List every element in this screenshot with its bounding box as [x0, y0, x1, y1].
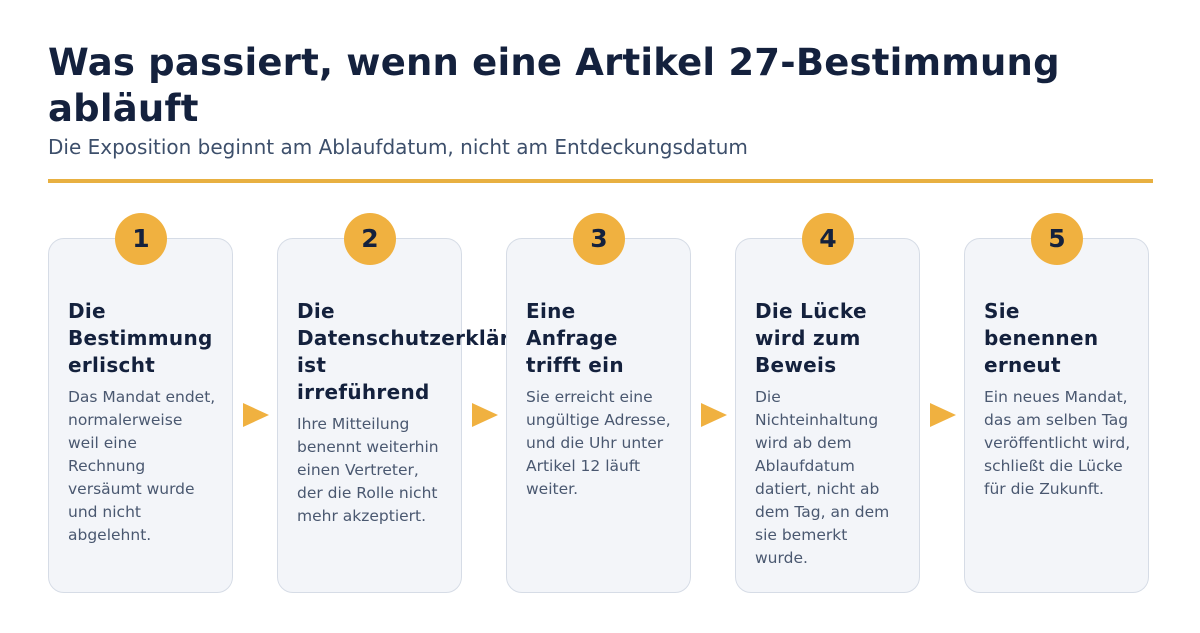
step-description: Sie erreicht eine ungültige Adresse, und…	[526, 388, 671, 498]
step-number-badge: 1	[115, 213, 167, 265]
step-card-5: 5 Sie benennen erneut Ein neues Mandat, …	[964, 213, 1149, 593]
step-number-badge: 4	[802, 213, 854, 265]
arrow-right-icon	[701, 403, 727, 427]
page-subtitle: Die Exposition beginnt am Ablaufdatum, n…	[48, 135, 748, 159]
step-title: Eine Anfrage trifft ein	[526, 299, 624, 377]
step-card-4: 4 Die Lücke wird zum Beweis Die Nichtein…	[735, 213, 920, 593]
arrow-right-icon	[243, 403, 269, 427]
page-title: Was passiert, wenn eine Artikel 27-Besti…	[48, 41, 1060, 130]
step-title: Die Bestimmung erlischt	[68, 299, 213, 377]
step-number-badge: 2	[344, 213, 396, 265]
step-title: Die Lücke wird zum Beweis	[755, 299, 867, 377]
arrow-right-icon	[930, 403, 956, 427]
step-number-badge: 3	[573, 213, 625, 265]
step-description: Das Mandat endet, normalerweise weil ein…	[68, 388, 216, 544]
step-card-2: 2 Die Datenschutzerklärung ist irreführe…	[277, 213, 554, 593]
step-card-3: 3 Eine Anfrage trifft ein Sie erreicht e…	[506, 213, 691, 593]
step-title: Sie benennen erneut	[984, 299, 1099, 377]
step-number-badge: 5	[1031, 213, 1083, 265]
step-description: Ein neues Mandat, das am selben Tag verö…	[984, 388, 1131, 498]
accent-divider	[48, 179, 1153, 183]
step-description: Die Nichteinhaltung wird ab dem Ablaufda…	[755, 388, 890, 567]
step-title: Die Datenschutzerklärung ist irreführend	[297, 299, 554, 404]
step-description: Ihre Mitteilung benennt weiterhin einen …	[297, 415, 439, 525]
arrow-right-icon	[472, 403, 498, 427]
step-card-1: 1 Die Bestimmung erlischt Das Mandat end…	[48, 213, 233, 593]
